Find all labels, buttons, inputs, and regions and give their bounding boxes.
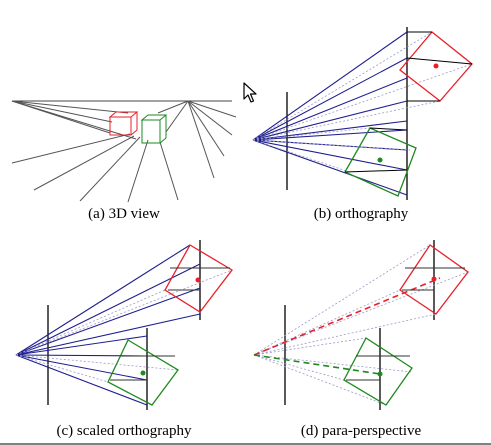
- grid-c: [168, 267, 230, 291]
- green-square-d: [343, 337, 413, 406]
- projection-rays-c: [15, 244, 201, 406]
- green-square-b: [344, 127, 417, 197]
- red-projection-b: [406, 31, 473, 102]
- perspective-lines: [11, 100, 237, 203]
- grid-d2: [346, 355, 410, 381]
- panel-b-orthography: [252, 27, 473, 200]
- caption-b: (b) orthography: [313, 206, 409, 222]
- caption-d: (d) para-perspective: [300, 423, 422, 439]
- green-square-c: [107, 339, 179, 406]
- grid-c2: [110, 355, 175, 381]
- green-point-c: [140, 370, 146, 376]
- red-dashed-ray: [253, 277, 441, 356]
- thin-rays-c: [15, 269, 233, 383]
- panel-a-3d-view: [11, 100, 237, 203]
- red-cube: [108, 111, 139, 136]
- red-point-d: [431, 276, 437, 282]
- panel-c-scaled-orthography: [15, 240, 233, 410]
- thin-rays-d: [253, 244, 469, 406]
- green-point-d: [377, 371, 383, 377]
- green-projection-b: [344, 127, 408, 173]
- red-point-b: [433, 63, 439, 69]
- grid-d: [402, 267, 465, 291]
- red-square-d: [399, 244, 469, 315]
- green-cube: [140, 114, 168, 144]
- thin-rays: [252, 31, 473, 173]
- green-dashed-ray: [253, 354, 381, 375]
- panel-d-para-perspective: [253, 240, 469, 410]
- red-square-c: [164, 244, 233, 313]
- caption-a: (a) 3D view: [88, 206, 160, 222]
- green-point-b: [377, 157, 383, 163]
- red-point-c: [195, 277, 201, 283]
- caption-c: (c) scaled orthography: [56, 423, 192, 439]
- mouse-pointer-icon: [243, 82, 257, 103]
